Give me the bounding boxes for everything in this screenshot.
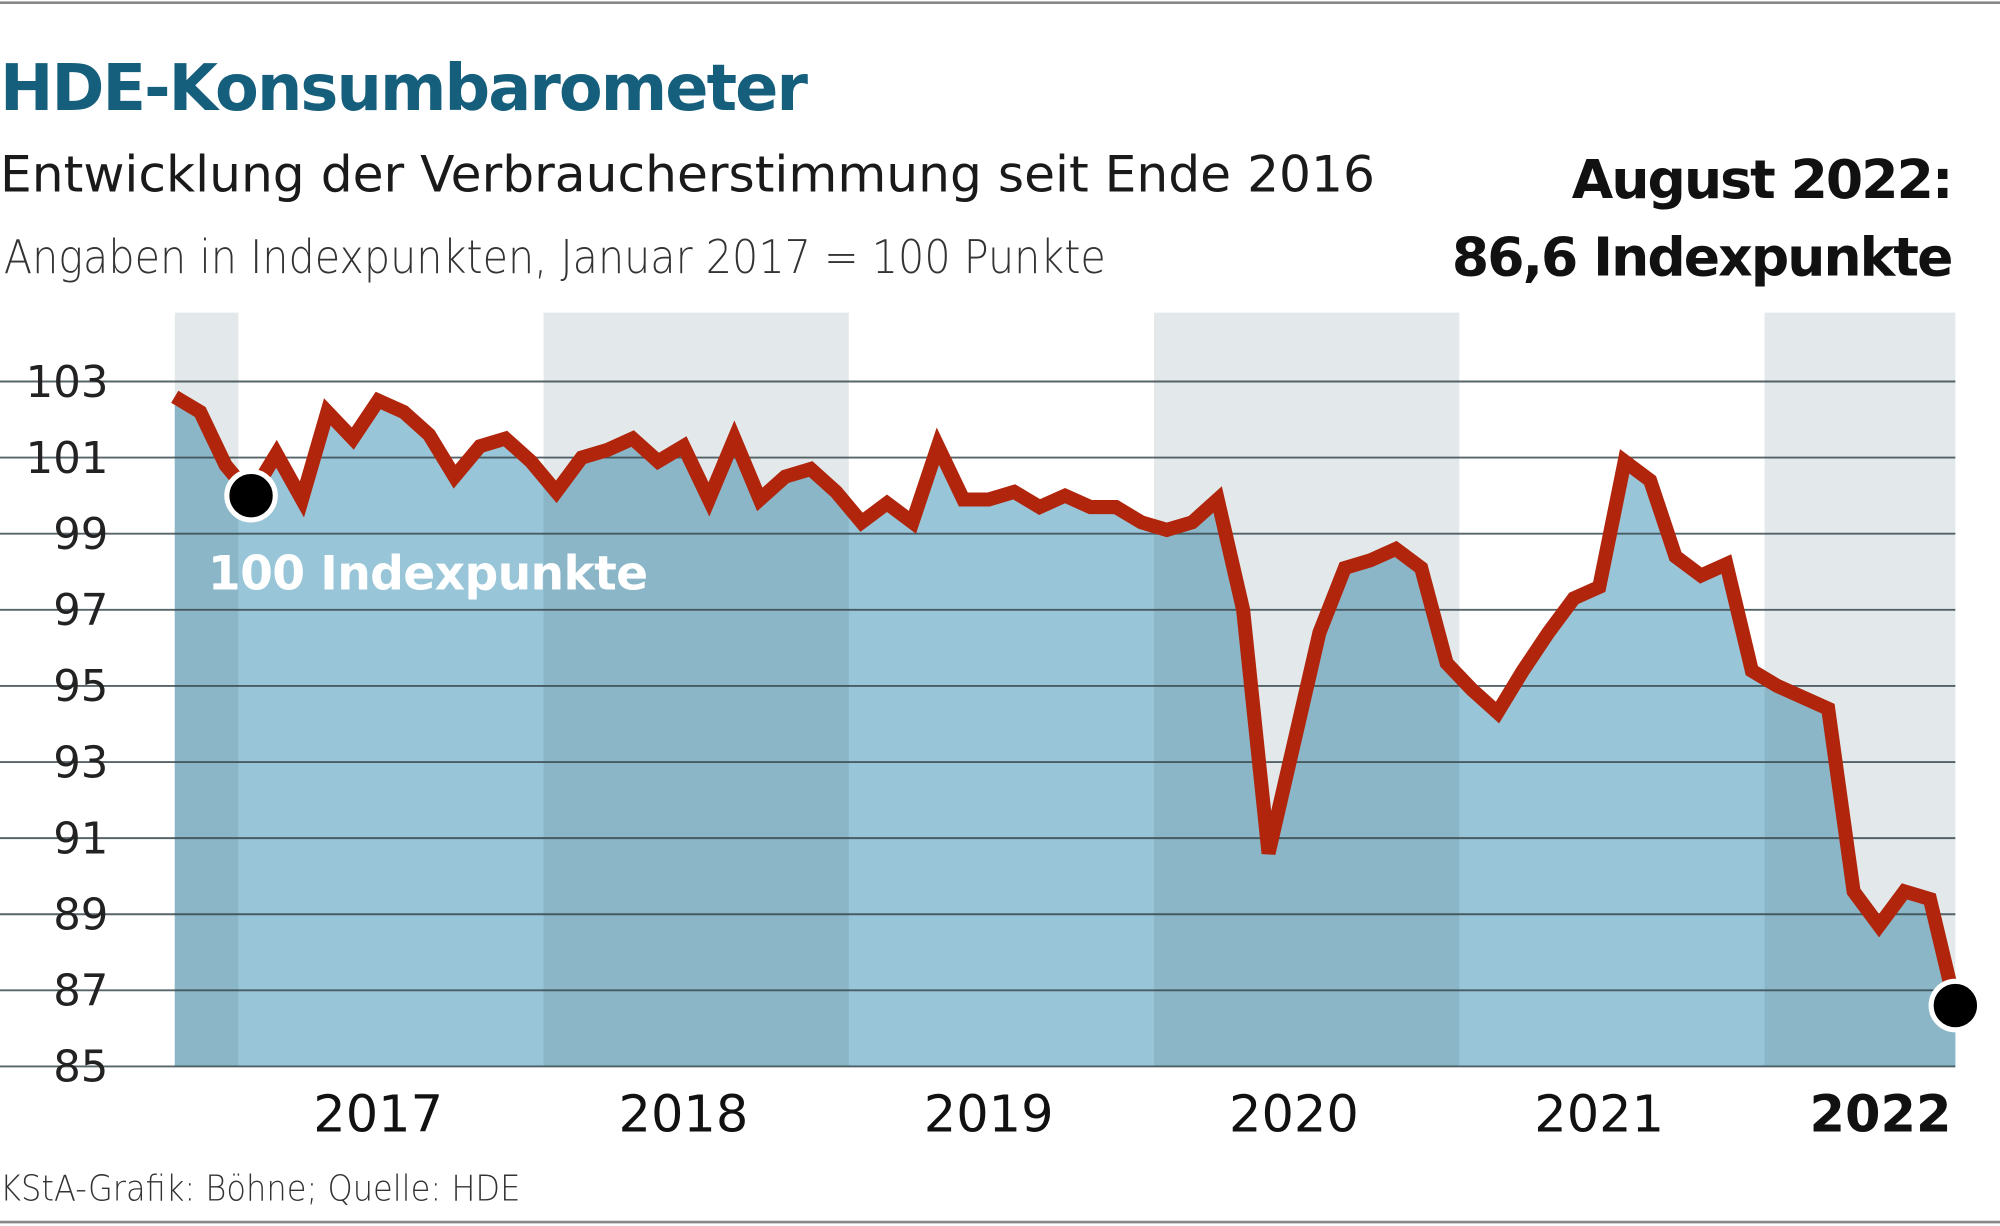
y-tick-label: 95 [53, 662, 108, 712]
chart-title: HDE-Konsumbarometer [0, 52, 809, 126]
data-marker [1928, 978, 1983, 1033]
x-tick-label: 2022 [1810, 1085, 1952, 1144]
x-tick-label: 2020 [1229, 1085, 1359, 1144]
x-tick-label: 2018 [618, 1085, 748, 1144]
source-note: KStA-Grafik: Böhne; Quelle: HDE [0, 1168, 520, 1209]
highlight-date: August 2022: [1572, 148, 1952, 211]
x-tick-label: 2017 [313, 1085, 443, 1144]
y-tick-label: 101 [26, 434, 109, 484]
x-tick-label: 2021 [1534, 1085, 1664, 1144]
y-tick-label: 97 [53, 586, 108, 636]
annotation-100: 100 Indexpunkte [208, 546, 648, 601]
area-band-2018 [543, 396, 849, 1067]
y-tick-label: 93 [53, 738, 108, 788]
y-tick-label: 103 [26, 358, 109, 408]
y-tick-label: 89 [53, 891, 108, 941]
x-tick-label: 2019 [924, 1085, 1054, 1144]
highlight-value: 86,6 Indexpunkte [1452, 226, 1952, 289]
chart-subtitle: Entwicklung der Verbraucherstimmung seit… [0, 145, 1375, 203]
unit-note: Angaben in Indexpunkten, Januar 2017 = 1… [4, 230, 1106, 284]
y-tick-label: 91 [53, 814, 108, 864]
series-line [171, 390, 1963, 1008]
data-marker [224, 468, 278, 523]
plot-area: 103 101 99 97 95 93 91 89 87 85 2017 2018 2019 2020 20… [0, 312, 1983, 1144]
y-tick-label: 99 [53, 510, 108, 560]
y-tick-label: 85 [53, 1043, 108, 1093]
y-tick-label: 87 [53, 967, 108, 1017]
